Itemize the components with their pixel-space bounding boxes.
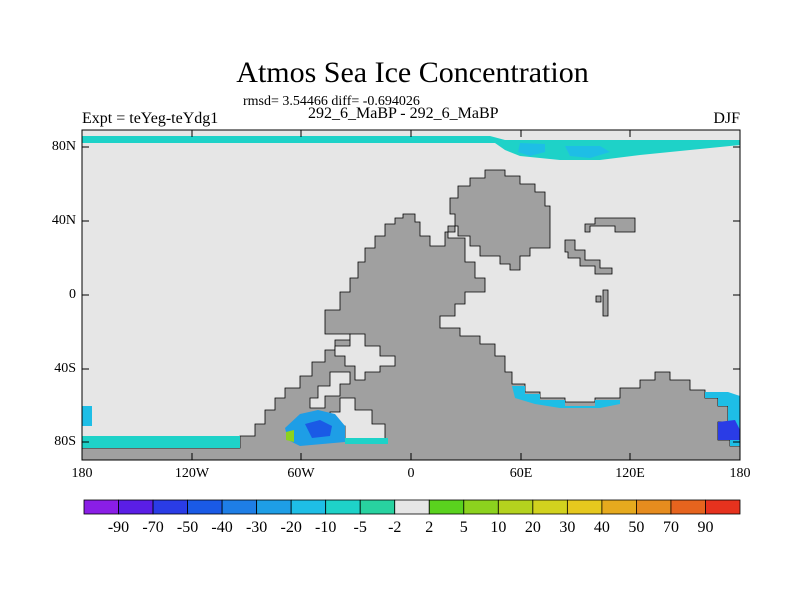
panthalassa-ice-change-strong bbox=[718, 420, 740, 440]
axis-ticks bbox=[82, 130, 740, 460]
colorbar-swatch bbox=[256, 499, 292, 515]
colorbar-label: -2 bbox=[388, 519, 402, 536]
colorbar-label: -70 bbox=[142, 519, 164, 536]
arctic-ice-change-strong bbox=[518, 143, 545, 156]
land-islet bbox=[595, 295, 602, 303]
colorbar-label: 5 bbox=[459, 519, 468, 536]
y-tick-label: 40N bbox=[51, 213, 76, 228]
colorbar-swatch bbox=[705, 499, 741, 515]
colorbar-label: 20 bbox=[524, 519, 541, 536]
land-islet bbox=[602, 289, 609, 317]
colorbar-label: 10 bbox=[490, 519, 507, 536]
y-tick-label: 40S bbox=[54, 361, 76, 376]
arctic-ice-change-strong bbox=[565, 146, 610, 158]
colorbar-swatch bbox=[601, 499, 637, 515]
colorbar-swatch bbox=[187, 499, 223, 515]
colorbar-swatch bbox=[290, 499, 327, 515]
antarctic-ice-change bbox=[82, 406, 92, 426]
colorbar-label: 90 bbox=[697, 519, 714, 536]
colorbar-label: 2 bbox=[425, 519, 434, 536]
colorbar-label: -20 bbox=[280, 519, 302, 536]
antarctic-ice-change bbox=[82, 436, 240, 448]
y-tick-label: 80S bbox=[54, 434, 76, 449]
colorbar-label: -40 bbox=[211, 519, 233, 536]
colorbar-swatch bbox=[463, 499, 499, 515]
colorbar-label: -10 bbox=[315, 519, 337, 536]
weddell-ice-gain bbox=[286, 430, 294, 442]
weddell-ice-change-strong bbox=[305, 420, 332, 438]
colorbar-swatch bbox=[221, 499, 258, 515]
stats-line: rmsd= 3.54466 diff= -0.694026 bbox=[243, 94, 420, 109]
colorbar-swatch bbox=[428, 499, 465, 515]
x-tick-label: 120W bbox=[174, 466, 210, 481]
tethys-inlet bbox=[334, 333, 396, 381]
colorbar-swatch bbox=[83, 499, 119, 515]
season-label: DJF bbox=[713, 110, 740, 127]
colorbar-swatch bbox=[497, 499, 534, 515]
land-island-southeast bbox=[564, 239, 613, 275]
colorbar-swatch bbox=[532, 499, 568, 515]
x-tick-label: 180 bbox=[71, 466, 93, 481]
x-tick-label: 0 bbox=[407, 466, 415, 481]
colorbar-swatch bbox=[394, 499, 430, 515]
colorbar-swatch bbox=[359, 499, 396, 515]
x-tick-label: 120E bbox=[615, 466, 645, 481]
colorbar-label: -90 bbox=[107, 519, 130, 536]
colorbar-swatch bbox=[325, 499, 361, 515]
colorbar-label: -30 bbox=[245, 519, 268, 536]
colorbar-label: 70 bbox=[662, 519, 679, 536]
colorbar-swatch bbox=[566, 499, 603, 515]
land-island-east bbox=[584, 217, 636, 233]
x-tick-label: 180 bbox=[729, 466, 751, 481]
colorbar-swatch bbox=[152, 499, 188, 515]
colorbar-swatch bbox=[636, 499, 672, 515]
colorbar-label: 40 bbox=[593, 519, 610, 536]
colorbar-swatch bbox=[118, 499, 154, 515]
y-tick-label: 80N bbox=[51, 139, 76, 154]
south-tethys-ice-change bbox=[512, 386, 620, 408]
x-tick-label: 60W bbox=[287, 466, 315, 481]
weddell-ice-edge bbox=[345, 438, 388, 444]
southern-inlet bbox=[309, 371, 351, 409]
x-tick-label: 60E bbox=[509, 466, 533, 481]
y-tick-label: 0 bbox=[69, 287, 76, 302]
colorbar-label: -50 bbox=[176, 519, 199, 536]
chart-title: Atmos Sea Ice Concentration bbox=[236, 56, 589, 89]
colorbar-swatch bbox=[670, 499, 706, 515]
colorbar-label: -5 bbox=[353, 519, 367, 536]
period-label: 292_6_MaBP - 292_6_MaBP bbox=[308, 105, 499, 122]
experiment-label: Expt = teYeg-teYdg1 bbox=[82, 110, 219, 127]
colorbar-label: 50 bbox=[628, 519, 645, 536]
colorbar-label: 30 bbox=[559, 519, 576, 536]
